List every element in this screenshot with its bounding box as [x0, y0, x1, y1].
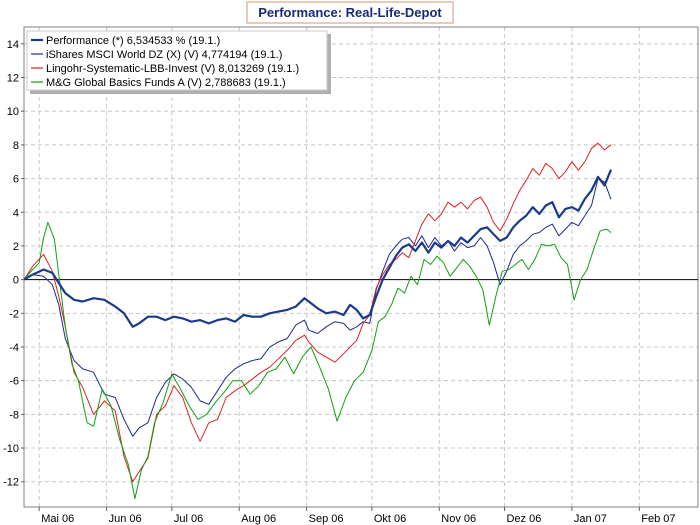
- x-tick-label: Nov 06: [441, 513, 476, 525]
- x-tick-label: Okt 06: [374, 513, 406, 525]
- chart-title: Performance: Real-Life-Depot: [246, 1, 454, 24]
- x-tick-label: Jan 07: [574, 513, 607, 525]
- series-line-1: [23, 169, 613, 328]
- legend: Performance (*) 6,534533 % (19.1.) iShare…: [26, 30, 331, 94]
- y-tick-label: -8: [9, 409, 19, 421]
- x-tick-label: Feb 07: [641, 513, 675, 525]
- y-tick-label: -10: [3, 443, 19, 455]
- y-tick-label: 12: [7, 73, 19, 85]
- axes: 14 12 10 8 6 4 2 0 -2 -4 -6 -8 -10 -12 Mai 06 Jun 06 Jul…: [3, 39, 698, 525]
- y-tick-label: -6: [9, 376, 19, 388]
- plot-area-frame: [23, 26, 699, 508]
- legend-items: Performance (*) 6,534533 % (19.1.) iShare…: [31, 35, 299, 89]
- y-tick-label: 0: [13, 275, 19, 287]
- title-box: [246, 1, 454, 24]
- y-tick-label: 14: [7, 39, 19, 51]
- y-tick-label: -12: [3, 477, 19, 489]
- legend-entry-4: M&G Global Basics Funds A (V) 2,788683 (…: [46, 77, 286, 89]
- grid-lines: [24, 27, 698, 507]
- legend-entry-1: Performance (*) 6,534533 % (19.1.): [46, 35, 220, 47]
- series-lines: [23, 142, 613, 500]
- chart-title-text: Performance: Real-Life-Depot: [258, 5, 442, 20]
- series-line-3: [23, 142, 612, 483]
- x-tick-label: Sep 06: [309, 513, 344, 525]
- x-tick-label: Aug 06: [241, 513, 276, 525]
- y-tick-label: 10: [7, 106, 19, 118]
- x-tick-label: Jul 06: [174, 513, 203, 525]
- x-tick-label: Mai 06: [41, 513, 74, 525]
- x-tick-label: Jun 06: [109, 513, 142, 525]
- series-line-2: [23, 178, 612, 437]
- y-tick-label: 4: [13, 207, 19, 219]
- y-tick-label: -4: [9, 342, 19, 354]
- legend-entry-3: Lingohr-Systematic-LBB-Invest (V) 8,0132…: [46, 63, 299, 75]
- y-tick-label: -2: [9, 308, 19, 320]
- legend-entry-2: iShares MSCI World DZ (X) (V) 4,774194 (…: [46, 49, 282, 61]
- legend-shadow-bottom: [30, 90, 331, 94]
- y-tick-label: 2: [13, 241, 19, 253]
- series-line-4: [23, 221, 612, 500]
- legend-shadow-right: [327, 34, 331, 94]
- y-tick-label: 6: [13, 174, 19, 186]
- legend-box: [26, 30, 328, 91]
- x-tick-label: Dez 06: [506, 513, 541, 525]
- y-tick-label: 8: [13, 140, 19, 152]
